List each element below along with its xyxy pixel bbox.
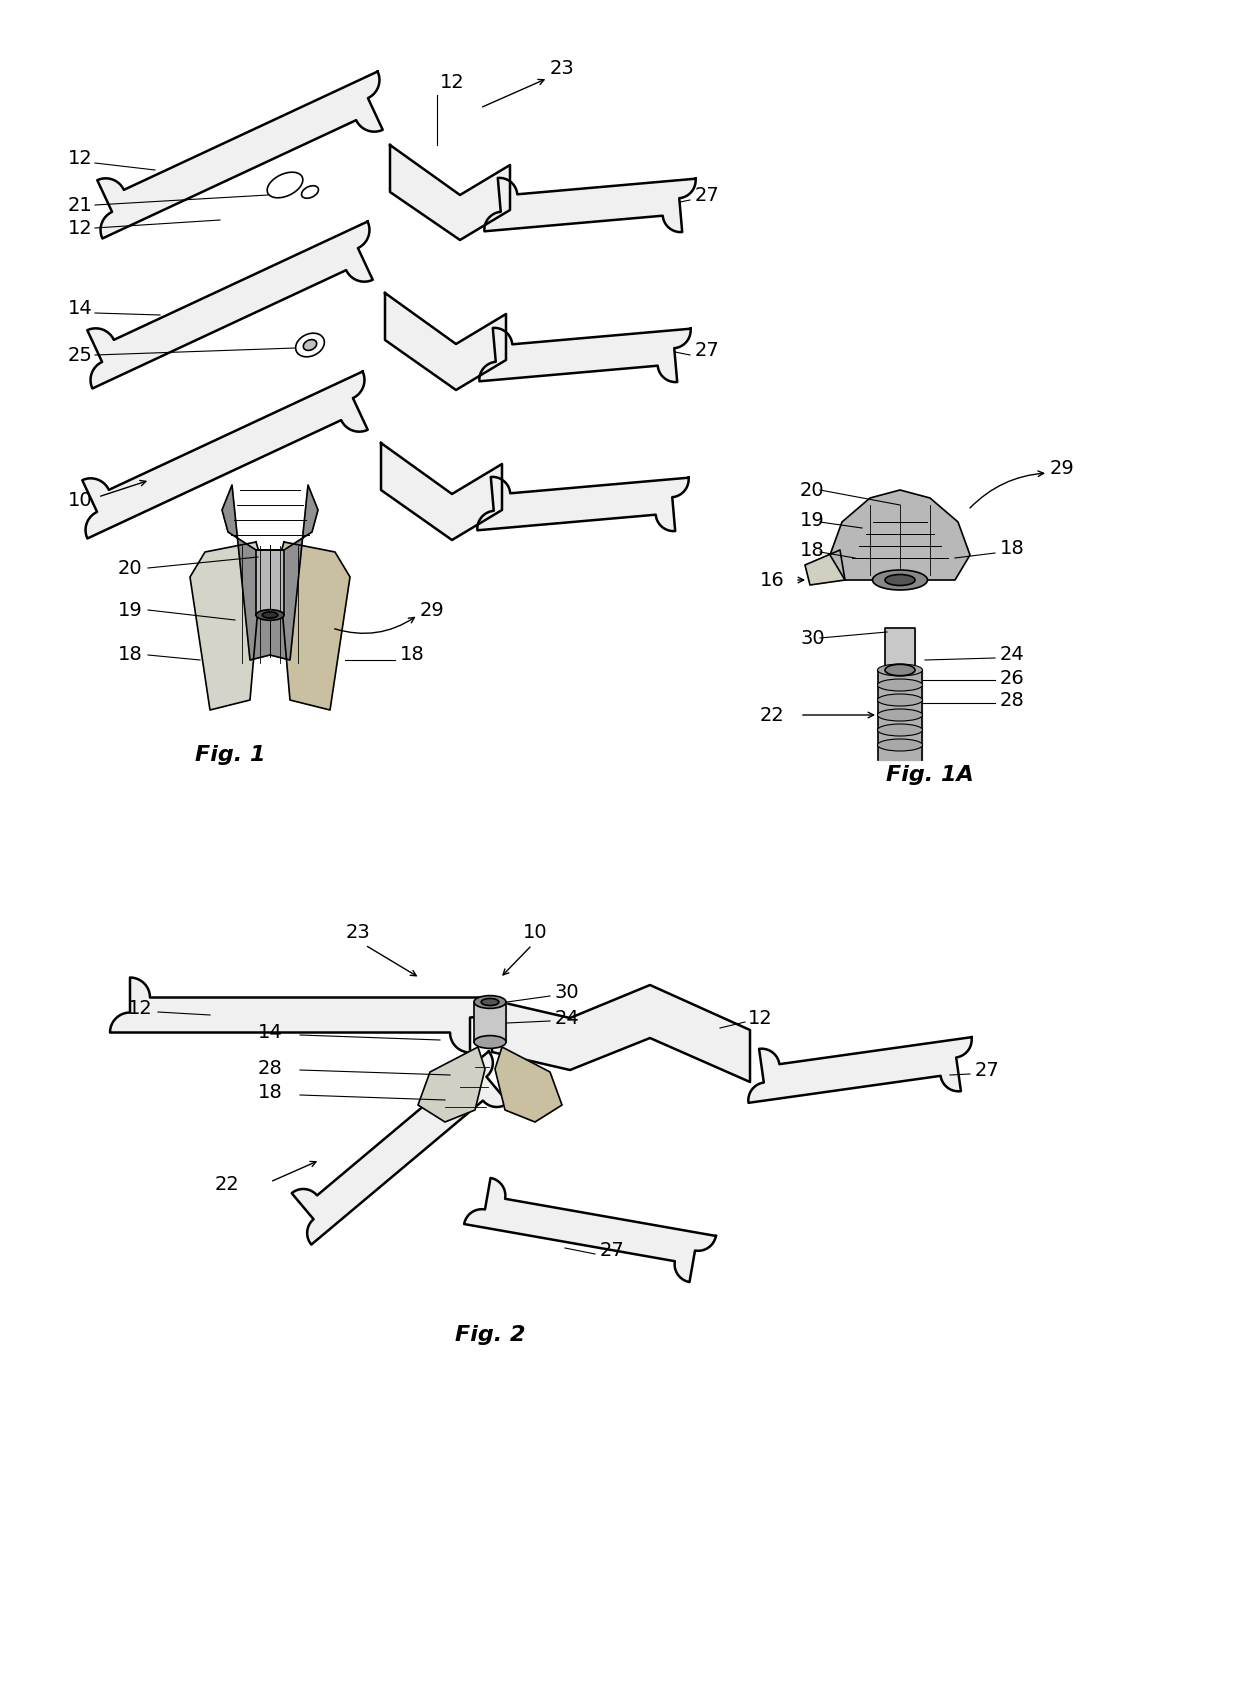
Text: 27: 27 xyxy=(694,341,719,359)
Polygon shape xyxy=(477,477,688,531)
Text: 27: 27 xyxy=(694,186,719,204)
Text: 24: 24 xyxy=(999,646,1024,665)
Ellipse shape xyxy=(474,1036,506,1048)
Text: 20: 20 xyxy=(118,558,143,577)
Text: 28: 28 xyxy=(258,1058,283,1078)
Polygon shape xyxy=(495,1048,562,1122)
Text: Fig. 1: Fig. 1 xyxy=(195,746,265,764)
Polygon shape xyxy=(748,1038,972,1103)
Polygon shape xyxy=(278,542,350,710)
Ellipse shape xyxy=(878,693,923,705)
Text: 28: 28 xyxy=(999,690,1024,710)
Text: 10: 10 xyxy=(523,923,547,941)
Text: 27: 27 xyxy=(600,1240,625,1260)
Text: 12: 12 xyxy=(440,73,465,91)
Text: 19: 19 xyxy=(800,511,825,530)
Polygon shape xyxy=(878,670,923,761)
Ellipse shape xyxy=(263,612,278,617)
Polygon shape xyxy=(381,444,502,540)
Text: 29: 29 xyxy=(1050,459,1075,477)
Text: 22: 22 xyxy=(215,1176,239,1194)
Ellipse shape xyxy=(304,339,316,351)
Polygon shape xyxy=(885,628,915,670)
Ellipse shape xyxy=(873,570,928,590)
Polygon shape xyxy=(82,371,368,538)
Text: 26: 26 xyxy=(999,668,1024,688)
Polygon shape xyxy=(222,484,317,660)
Text: 14: 14 xyxy=(68,299,93,317)
Polygon shape xyxy=(255,550,284,616)
Text: 30: 30 xyxy=(556,982,579,1002)
Text: 18: 18 xyxy=(999,538,1024,557)
Text: 21: 21 xyxy=(68,196,93,214)
Polygon shape xyxy=(87,221,373,388)
Polygon shape xyxy=(474,1002,506,1043)
Ellipse shape xyxy=(878,665,923,676)
Polygon shape xyxy=(805,550,844,585)
Ellipse shape xyxy=(481,999,498,1005)
Polygon shape xyxy=(464,1178,715,1282)
Ellipse shape xyxy=(885,575,915,585)
Polygon shape xyxy=(110,977,490,1053)
Text: 19: 19 xyxy=(118,601,143,619)
Text: 18: 18 xyxy=(401,646,425,665)
Text: 14: 14 xyxy=(258,1022,283,1041)
Text: 23: 23 xyxy=(551,59,575,78)
Polygon shape xyxy=(480,327,691,383)
Text: Fig. 1A: Fig. 1A xyxy=(887,764,973,784)
Text: 12: 12 xyxy=(128,999,153,1017)
Text: 23: 23 xyxy=(346,923,371,941)
Text: 22: 22 xyxy=(760,705,785,724)
Text: 18: 18 xyxy=(118,646,143,665)
Text: 12: 12 xyxy=(68,148,93,167)
Text: 27: 27 xyxy=(975,1061,999,1080)
Text: Fig. 2: Fig. 2 xyxy=(455,1324,526,1345)
Ellipse shape xyxy=(878,739,923,751)
Polygon shape xyxy=(384,294,506,390)
Text: 18: 18 xyxy=(258,1083,283,1102)
Ellipse shape xyxy=(885,665,915,676)
Polygon shape xyxy=(97,71,383,238)
Text: 12: 12 xyxy=(748,1009,773,1027)
Polygon shape xyxy=(485,177,696,233)
Ellipse shape xyxy=(878,709,923,720)
Text: 29: 29 xyxy=(420,601,445,619)
Ellipse shape xyxy=(878,678,923,692)
Polygon shape xyxy=(418,1048,485,1122)
Polygon shape xyxy=(190,542,262,710)
Text: 20: 20 xyxy=(800,481,825,499)
Text: 30: 30 xyxy=(800,629,825,648)
Text: 12: 12 xyxy=(68,219,93,238)
Polygon shape xyxy=(291,1051,508,1245)
Text: 24: 24 xyxy=(556,1009,580,1027)
Text: 16: 16 xyxy=(760,570,785,589)
Ellipse shape xyxy=(474,995,506,1009)
Polygon shape xyxy=(492,985,750,1081)
Text: 18: 18 xyxy=(800,540,825,560)
Ellipse shape xyxy=(878,724,923,736)
Text: 25: 25 xyxy=(68,346,93,364)
Polygon shape xyxy=(830,489,970,580)
Ellipse shape xyxy=(255,609,284,621)
Polygon shape xyxy=(391,145,510,240)
Text: 10: 10 xyxy=(68,491,93,509)
